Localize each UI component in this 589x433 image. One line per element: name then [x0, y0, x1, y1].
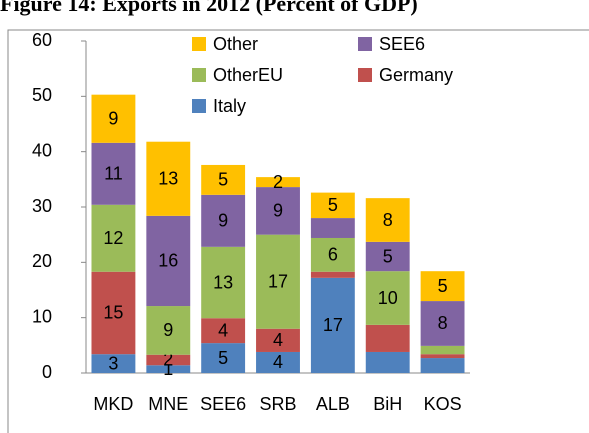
bar-segment	[201, 318, 246, 344]
data-label: 4	[218, 320, 228, 340]
legend-label: Germany	[379, 65, 453, 85]
data-label: 5	[328, 195, 338, 215]
data-label: 12	[103, 228, 123, 248]
x-tick-label: KOS	[424, 394, 462, 414]
bar-segment	[256, 234, 300, 329]
bar-segment	[146, 306, 191, 355]
bar-segment	[365, 198, 410, 242]
legend-swatch	[358, 37, 372, 51]
y-tick-label: 0	[42, 362, 52, 382]
bar-segment	[201, 246, 246, 319]
chart-title: Figure 14: Exports in 2012 (Percent of G…	[0, 0, 418, 16]
y-tick-label: 40	[32, 140, 52, 160]
data-label: 6	[328, 245, 338, 265]
bar-segment	[365, 324, 410, 352]
bar-segment	[420, 354, 465, 359]
bar-segment	[365, 241, 410, 272]
data-label: 3	[108, 353, 118, 373]
x-tick-label: SRB	[259, 394, 296, 414]
bar-segment	[91, 204, 136, 272]
bar-segment	[256, 177, 300, 188]
x-tick-label: MNE	[148, 394, 188, 414]
x-tick-label: ALB	[316, 394, 350, 414]
bar-segment	[420, 301, 465, 346]
x-tick-label: MKD	[93, 394, 133, 414]
bar-segment	[310, 192, 355, 219]
bar-segment	[310, 218, 355, 238]
bar-segment	[91, 142, 136, 205]
bar-segment	[91, 271, 136, 355]
bar-segment	[420, 271, 465, 302]
bar-segment	[256, 328, 300, 352]
data-label: 5	[218, 170, 228, 190]
data-label: 9	[273, 201, 283, 221]
bar-segment	[420, 345, 465, 355]
bar-segment	[201, 194, 246, 247]
data-label: 11	[104, 164, 123, 184]
legend-label: SEE6	[379, 34, 425, 54]
legend-swatch	[192, 68, 206, 82]
bar-segment	[201, 343, 246, 373]
data-label: 4	[273, 330, 283, 350]
legend-label: OtherEU	[213, 65, 283, 85]
x-tick-label: SEE6	[200, 394, 246, 414]
bar-segment	[310, 277, 355, 373]
data-label: 5	[438, 276, 448, 296]
data-label: 10	[378, 288, 398, 308]
bar-segment	[146, 354, 191, 366]
data-label: 5	[383, 246, 393, 266]
y-tick-label: 50	[32, 85, 52, 105]
bar-segment	[146, 365, 191, 373]
y-tick-label: 20	[32, 251, 52, 271]
bar-segment	[91, 354, 136, 373]
chart-frame	[7, 29, 589, 433]
legend-label: Italy	[213, 96, 246, 116]
bar-segment	[365, 271, 410, 325]
legend-swatch	[358, 68, 372, 82]
data-label: 5	[218, 348, 228, 368]
data-label: 13	[213, 272, 233, 292]
bar-segment	[146, 215, 191, 307]
y-tick-label: 10	[32, 306, 52, 326]
bar-segment	[91, 94, 136, 143]
y-tick-label: 30	[32, 196, 52, 216]
data-label: 2	[163, 350, 173, 370]
data-label: 4	[273, 352, 283, 372]
bar-segment	[310, 237, 355, 272]
bar-segment	[310, 271, 355, 278]
data-label: 8	[438, 313, 448, 333]
bar-segment	[256, 351, 300, 373]
x-tick-label: BiH	[373, 394, 402, 414]
legend-swatch	[192, 99, 206, 113]
data-label: 16	[158, 251, 178, 271]
data-label: 9	[218, 211, 228, 231]
data-label: 9	[108, 108, 118, 128]
data-label: 2	[273, 172, 283, 192]
bar-segment	[365, 351, 410, 373]
data-label: 9	[163, 320, 173, 340]
data-label: 15	[103, 303, 123, 323]
legend-label: Other	[213, 34, 258, 54]
data-label: 8	[383, 210, 393, 230]
y-tick-label: 60	[32, 30, 52, 50]
bar-segment	[146, 141, 191, 216]
data-label: 17	[268, 271, 288, 291]
data-label: 13	[158, 169, 178, 189]
data-label: 1	[163, 359, 173, 379]
bar-segment	[420, 358, 465, 373]
legend-swatch	[192, 37, 206, 51]
bar-segment	[256, 187, 300, 235]
bar-segment	[201, 164, 246, 195]
data-label: 17	[323, 315, 343, 335]
